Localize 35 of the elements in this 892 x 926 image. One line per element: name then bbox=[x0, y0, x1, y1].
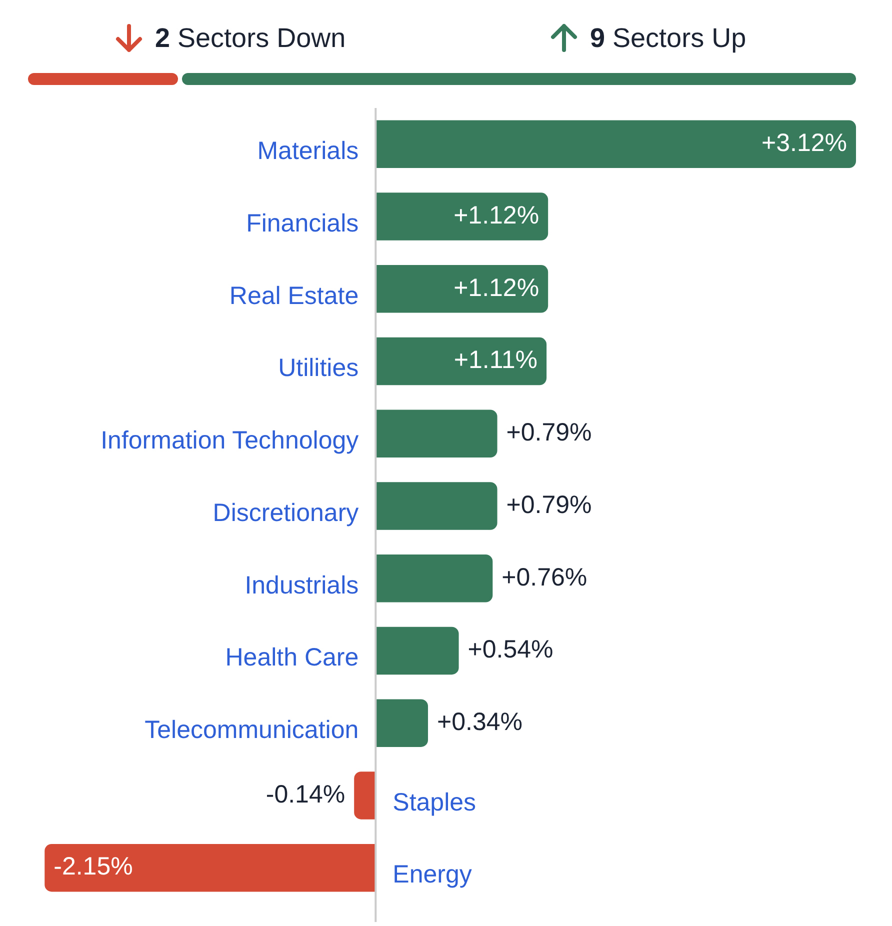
y-tick-label: Staples bbox=[392, 788, 476, 816]
text: 9 Sectors Up bbox=[590, 22, 746, 54]
data-label: +0.34% bbox=[436, 708, 522, 736]
bar bbox=[376, 554, 493, 602]
data-label: -0.14% bbox=[266, 780, 346, 808]
data-label: +1.11% bbox=[454, 346, 538, 374]
y-tick-label: Energy bbox=[392, 860, 472, 889]
data-label: +1.12% bbox=[454, 274, 540, 302]
bar bbox=[376, 265, 548, 313]
y-tick-label: Telecommunication bbox=[144, 716, 359, 744]
y-tick-label: Information Technology bbox=[100, 426, 360, 455]
y-tick-label: Financials bbox=[246, 209, 359, 238]
bar bbox=[376, 192, 548, 240]
data-label: +1.12% bbox=[454, 201, 540, 230]
data-label: +0.54% bbox=[468, 636, 554, 664]
bar bbox=[376, 482, 498, 530]
y-tick-label: Health Care bbox=[225, 644, 359, 672]
bar bbox=[354, 772, 376, 820]
data-label: +0.79% bbox=[506, 418, 592, 447]
y-tick-label: Industrials bbox=[244, 571, 359, 600]
bar bbox=[376, 699, 428, 747]
bar bbox=[376, 120, 856, 168]
text: 2 Sectors Down bbox=[155, 22, 346, 54]
bar bbox=[376, 410, 498, 458]
y-tick-label: Utilities bbox=[278, 354, 359, 382]
bar bbox=[376, 337, 547, 386]
data-label: +3.12% bbox=[762, 129, 847, 158]
y-tick-label: Materials bbox=[257, 137, 359, 166]
bar bbox=[44, 844, 376, 892]
y-tick-label: Real Estate bbox=[229, 282, 359, 310]
data-label: +0.76% bbox=[502, 563, 588, 592]
y-tick-label: Discretionary bbox=[212, 498, 360, 527]
data-label: +0.79% bbox=[506, 490, 592, 519]
data-label: -2.15% bbox=[54, 852, 133, 881]
bar bbox=[376, 626, 459, 675]
